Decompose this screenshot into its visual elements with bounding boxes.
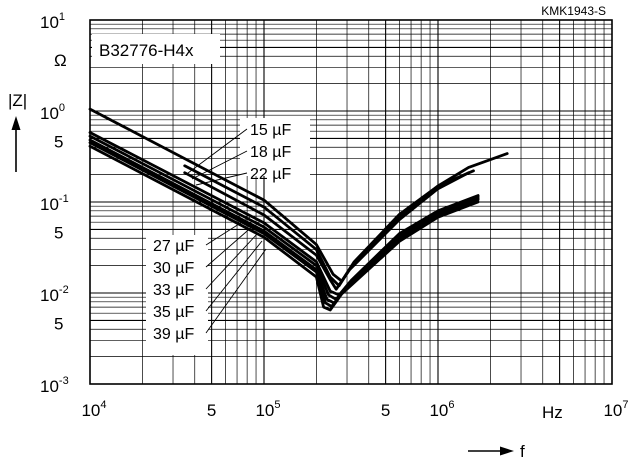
curves [88,107,509,312]
legend-label: 39 µF [153,326,194,343]
legend-box-lower [146,235,208,355]
plot-frame [89,19,613,385]
y-tick-labels: 101 100 5 10-1 5 10-2 5 10-3 [40,11,69,396]
grid [90,20,612,384]
legend-label: 15 µF [250,122,291,139]
x-tick-label: 106 [429,399,454,420]
legend-label: 18 µF [250,144,291,161]
x-tick-label: 5 [381,401,390,420]
x-tick-labels: 104 5 105 5 106 107 [81,399,628,420]
legend-label: 30 µF [153,260,194,277]
x-tick-label: 104 [81,399,106,420]
legend-label: 22 µF [250,166,291,183]
y-tick-label: 5 [54,132,63,151]
y-tick-label: 100 [40,102,65,123]
y-tick-label: 10-3 [40,375,69,396]
legend-box-upper [240,118,310,176]
x-unit: Hz [542,403,563,422]
legend-label: 27 µF [153,238,194,255]
y-tick-label: 101 [40,11,65,32]
y-axis-arrow-icon [11,116,21,172]
x-axis-label: f [520,442,525,461]
series-line [183,171,470,291]
x-axis-arrow-icon [468,446,514,456]
legend: 15 µF 18 µF 22 µF 27 µF 30 µF 33 µF 35 µF 39 µF [146,118,310,355]
legend-leader [187,128,248,174]
legend-leader [195,172,248,186]
legend-leader [205,224,255,268]
legend-label: 33 µF [153,282,194,299]
y-unit: Ω [54,51,67,70]
part-number-box [92,34,220,64]
y-tick-label: 5 [54,314,63,333]
part-number: B32776-H4x [99,41,194,60]
legend-leader [205,240,263,312]
y-axis-label: |Z| [8,91,27,110]
y-tick-label: 5 [54,223,63,242]
x-tick-label: 107 [603,399,628,420]
x-tick-label: 5 [207,401,216,420]
x-tick-label: 105 [255,399,280,420]
y-tick-label: 10-2 [40,284,69,305]
legend-leader [205,232,259,290]
legend-leader [205,248,267,334]
series-line [88,144,480,312]
y-tick-label: 10-1 [40,193,69,214]
legend-label: 35 µF [153,304,194,321]
legend-leader [205,216,251,246]
legend-leader [191,150,248,180]
figure-code: KMK1943-S [541,4,606,18]
